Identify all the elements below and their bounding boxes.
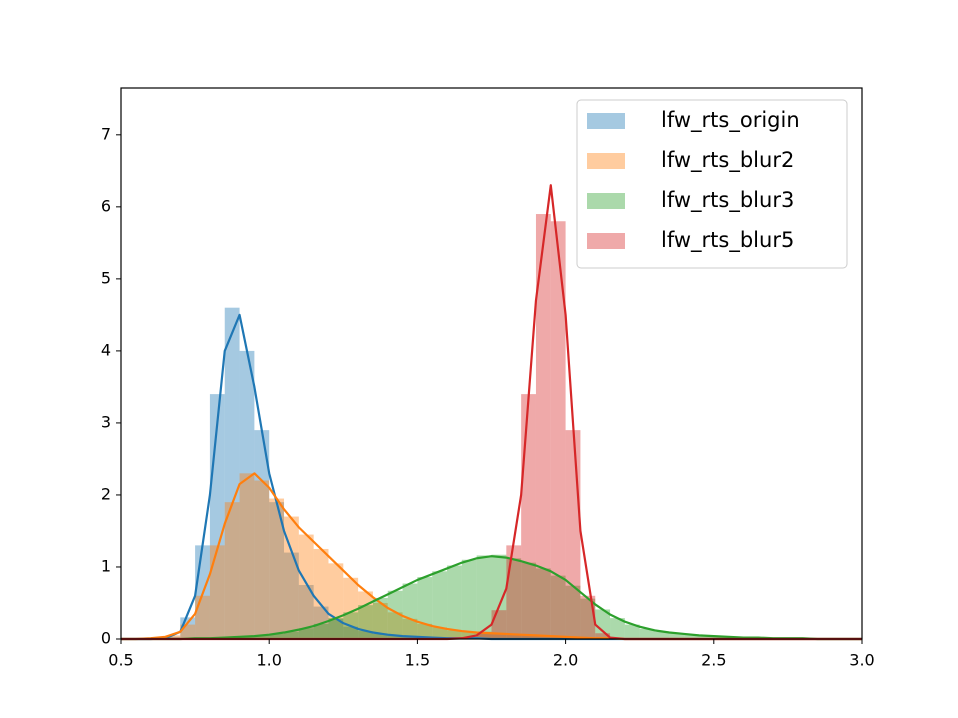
histogram-bar [521, 634, 536, 639]
histogram-bar [550, 221, 566, 640]
y-tick-label: 6 [101, 196, 111, 215]
histogram-bar [595, 609, 611, 639]
histogram-bar [535, 635, 551, 639]
histogram-bar [565, 430, 581, 639]
x-tick-label: 1.0 [256, 651, 281, 670]
legend-swatch [587, 193, 625, 209]
histogram-bar [254, 480, 270, 639]
histogram-bar [565, 585, 581, 639]
y-tick-label: 4 [101, 340, 111, 359]
histogram-bar [387, 590, 403, 639]
histogram-bar [461, 631, 477, 639]
histogram-bar [432, 571, 448, 639]
histogram-bar [284, 631, 299, 639]
histogram-bar [165, 635, 181, 639]
histogram-bar [284, 552, 299, 639]
x-tick-label: 2.0 [553, 651, 578, 670]
histogram-bar [298, 628, 314, 639]
legend: lfw_rts_origin lfw_rts_blur2 lfw_rts_blur3… [576, 99, 848, 269]
histogram-bar [639, 628, 655, 639]
histogram-bar [269, 498, 285, 639]
histogram-bar [254, 430, 270, 639]
histogram-bar [239, 473, 255, 639]
x-tick-label: 1.5 [405, 651, 430, 670]
histogram-bar [269, 502, 285, 639]
histogram-bar [343, 626, 359, 639]
histogram-bar [358, 605, 373, 639]
histogram-bar [550, 575, 566, 639]
histogram-bar [402, 618, 418, 639]
histogram-bar [521, 394, 536, 639]
histogram-bar [506, 558, 522, 639]
histogram-bar [402, 583, 418, 639]
histogram-bar [698, 635, 714, 639]
histogram-bar [669, 633, 685, 639]
histogram-bar [461, 559, 477, 639]
y-tick-label: 3 [101, 412, 111, 431]
x-tick-label: 3.0 [849, 651, 874, 670]
y-tick-label: 0 [101, 629, 111, 648]
histogram-bar [372, 633, 388, 639]
histogram-bar [387, 635, 403, 639]
histogram-bar [506, 633, 522, 639]
histogram-bar [432, 627, 448, 639]
histogram-bar [476, 631, 492, 639]
histogram-bar [328, 618, 344, 639]
histogram-bar [372, 602, 388, 639]
legend-box [576, 99, 848, 269]
histogram-bar [298, 584, 314, 639]
legend-swatch [587, 233, 625, 249]
legend-swatch [587, 113, 625, 129]
legend-swatch [587, 153, 625, 169]
histogram-bar [224, 307, 240, 639]
histogram-bar [610, 618, 625, 639]
kde-line [121, 555, 862, 641]
histogram-bar [476, 555, 492, 639]
y-tick-label: 2 [101, 484, 111, 503]
x-tick-label: 0.5 [108, 651, 133, 670]
histogram-bar [447, 565, 462, 639]
histogram-bar [387, 612, 403, 639]
y-tick-label: 7 [101, 124, 111, 143]
histogram-bar [269, 633, 285, 639]
histogram-bar [447, 630, 462, 639]
histogram-bar [372, 597, 388, 639]
histogram-bar [521, 562, 536, 639]
histogram-bar [595, 633, 611, 639]
histogram-bar [476, 632, 492, 639]
histogram-bar [535, 568, 551, 639]
histogram-bar [328, 618, 344, 639]
histogram-bar [417, 577, 433, 639]
histogram-bar [209, 545, 225, 639]
histogram-bar [580, 598, 596, 639]
legend-label: lfw_rts_blur5 [661, 228, 794, 253]
histogram-bar [239, 350, 255, 639]
histogram-bar [358, 631, 373, 639]
histogram-bar [284, 516, 299, 639]
histogram-bar [298, 534, 314, 639]
histogram-bar [535, 214, 551, 639]
histogram-bar [684, 634, 699, 639]
histogram-bar [417, 623, 433, 639]
histogram-bar [624, 624, 640, 639]
y-tick-label: 1 [101, 556, 111, 575]
histogram-bar [254, 635, 270, 639]
plot-frame [120, 87, 863, 640]
legend-label: lfw_rts_origin [661, 108, 800, 133]
x-tick-label: 2.5 [701, 651, 726, 670]
histogram-bar [224, 502, 240, 639]
histogram-bar [313, 548, 329, 639]
histogram-bar [491, 633, 507, 639]
y-tick-label: 5 [101, 268, 111, 287]
legend-label: lfw_rts_blur3 [661, 188, 794, 213]
legend-label: lfw_rts_blur2 [661, 148, 794, 173]
histogram-bar [654, 631, 670, 639]
histogram-bar [313, 623, 329, 639]
histogram-bar [195, 595, 210, 639]
